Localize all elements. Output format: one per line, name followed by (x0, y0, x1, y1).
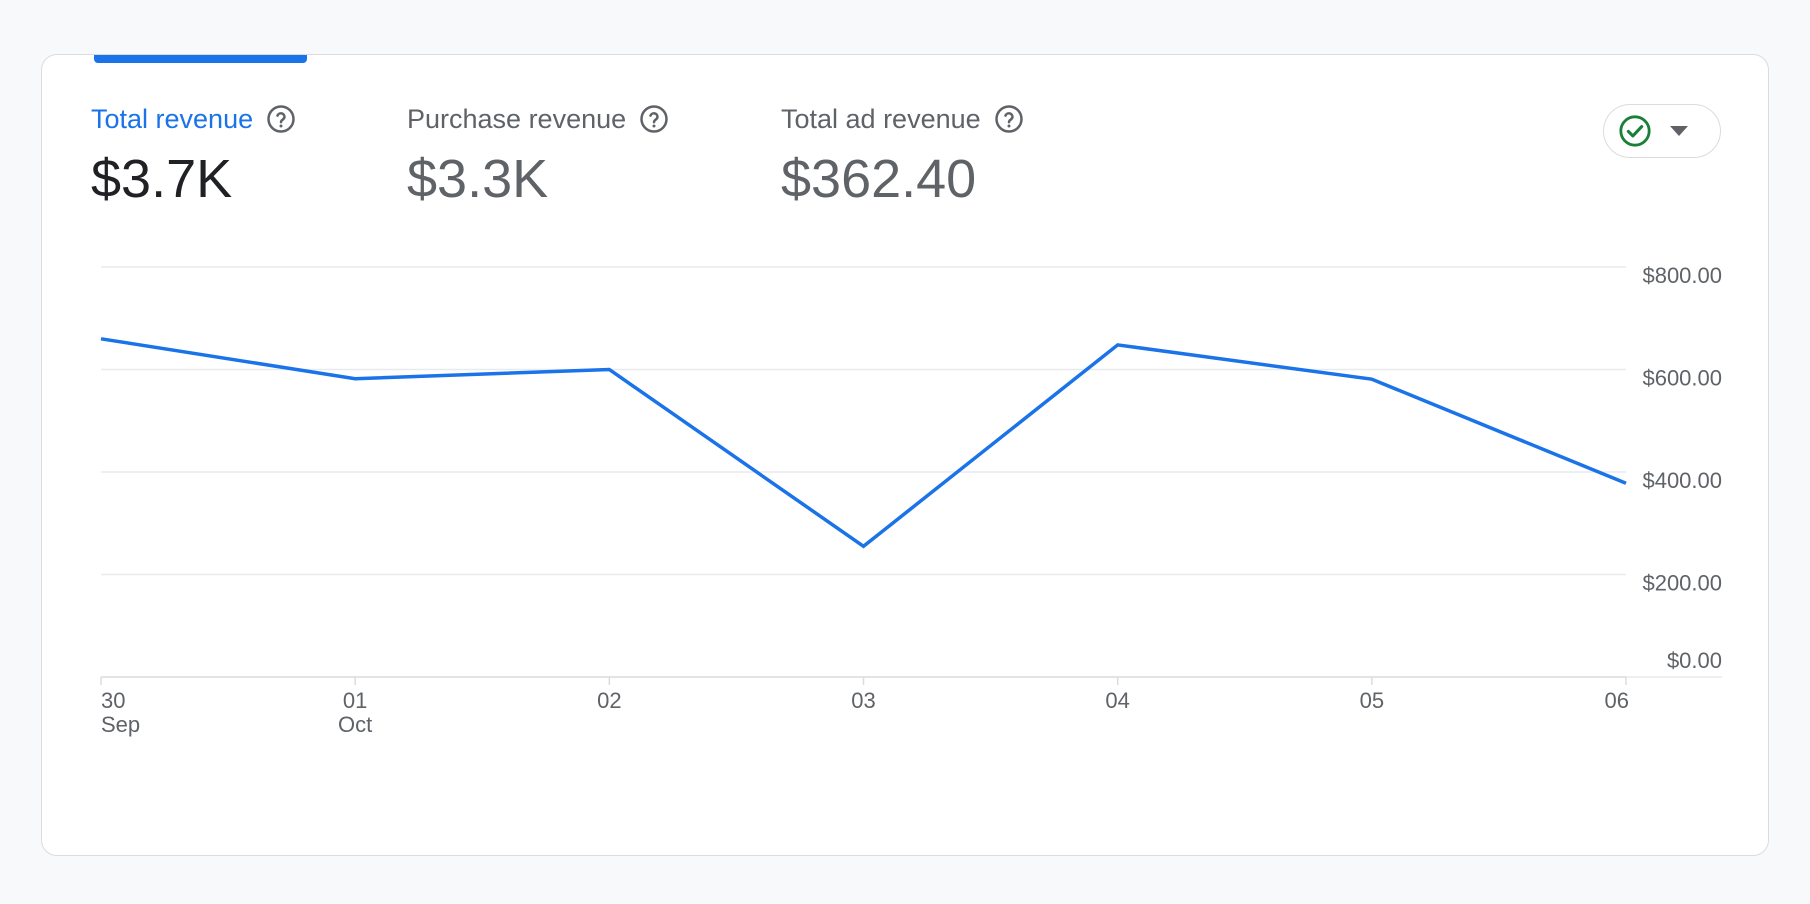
y-tick-label: $0.00 (1667, 648, 1722, 673)
x-tick-label: 03 (851, 688, 875, 713)
metric-tab-total-revenue[interactable]: Total revenue $3.7K (91, 99, 296, 209)
metric-label: Purchase revenue (407, 103, 627, 134)
y-tick-label: $200.00 (1642, 571, 1722, 596)
metric-label: Total ad revenue (781, 103, 981, 134)
metric-value: $362.40 (781, 149, 977, 209)
help-icon[interactable] (266, 104, 296, 134)
help-icon[interactable] (639, 104, 669, 134)
metric-value: $3.3K (407, 149, 549, 209)
metric-tab-total-ad-revenue[interactable]: Total ad revenue $362.40 (781, 99, 1024, 209)
x-tick-label: 04 (1105, 688, 1129, 713)
y-tick-label: $800.00 (1642, 263, 1722, 288)
caret-down-icon (1670, 126, 1688, 136)
x-tick-label: 02 (597, 688, 621, 713)
metric-label: Total revenue (91, 103, 254, 134)
y-tick-label: $400.00 (1642, 468, 1722, 493)
help-icon[interactable] (994, 104, 1024, 134)
x-tick-label: 30 (101, 688, 125, 713)
x-tick-sublabel: Sep (101, 712, 140, 737)
metric-value: $3.7K (91, 149, 233, 209)
x-tick-label: 06 (1605, 688, 1629, 713)
revenue-card: Total revenue $3.7K Purchase revenue $3.… (41, 54, 1769, 856)
y-tick-label: $600.00 (1642, 366, 1722, 391)
compare-dropdown-button[interactable] (1603, 104, 1721, 158)
x-tick-label: 01 (343, 688, 367, 713)
metric-tab-purchase-revenue[interactable]: Purchase revenue $3.3K (407, 99, 669, 209)
active-tab-indicator (94, 55, 307, 63)
check-circle-icon (1619, 115, 1651, 147)
x-tick-label: 05 (1360, 688, 1384, 713)
x-tick-sublabel: Oct (338, 712, 372, 737)
